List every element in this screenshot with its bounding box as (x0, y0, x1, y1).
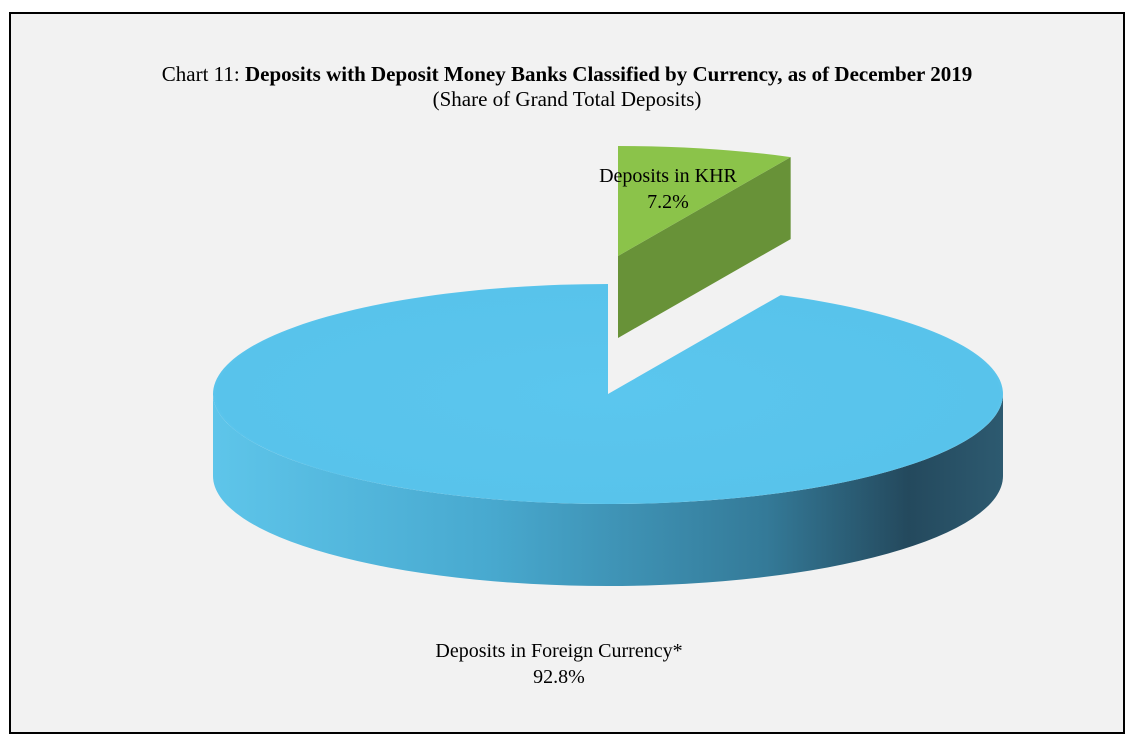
chart-title-main: Deposits with Deposit Money Banks Classi… (245, 62, 973, 86)
slice-label-khr: Deposits in KHR (599, 165, 737, 187)
pie-chart: Deposits in KHR 7.2% Deposits in Foreign C… (212, 146, 1003, 688)
chart-title-block: Chart 11: Deposits with Deposit Money Ba… (11, 62, 1123, 112)
pie-slice-side-foreign (213, 394, 1003, 586)
chart-frame: Chart 11: Deposits with Deposit Money Ba… (9, 12, 1125, 734)
label-layer: Deposits in KHR 7.2% Deposits in Foreign C… (435, 165, 737, 688)
slice-value-label-foreign: 92.8% (533, 666, 585, 688)
slice-value-label-khr: 7.2% (647, 191, 689, 213)
slice-label-foreign: Deposits in Foreign Currency* (435, 640, 682, 662)
pie-slice-foreign-currency (212, 283, 1003, 504)
chart-subtitle: (Share of Grand Total Deposits) (432, 87, 702, 111)
pie-layer (212, 146, 1003, 586)
pie-slice-khr-right-wall (618, 157, 791, 338)
chart-title-prefix: Chart 11: (161, 62, 245, 86)
pie-slice-deposits-in-khr (618, 146, 791, 256)
chart-title: Chart 11: Deposits with Deposit Money Ba… (11, 62, 1123, 87)
